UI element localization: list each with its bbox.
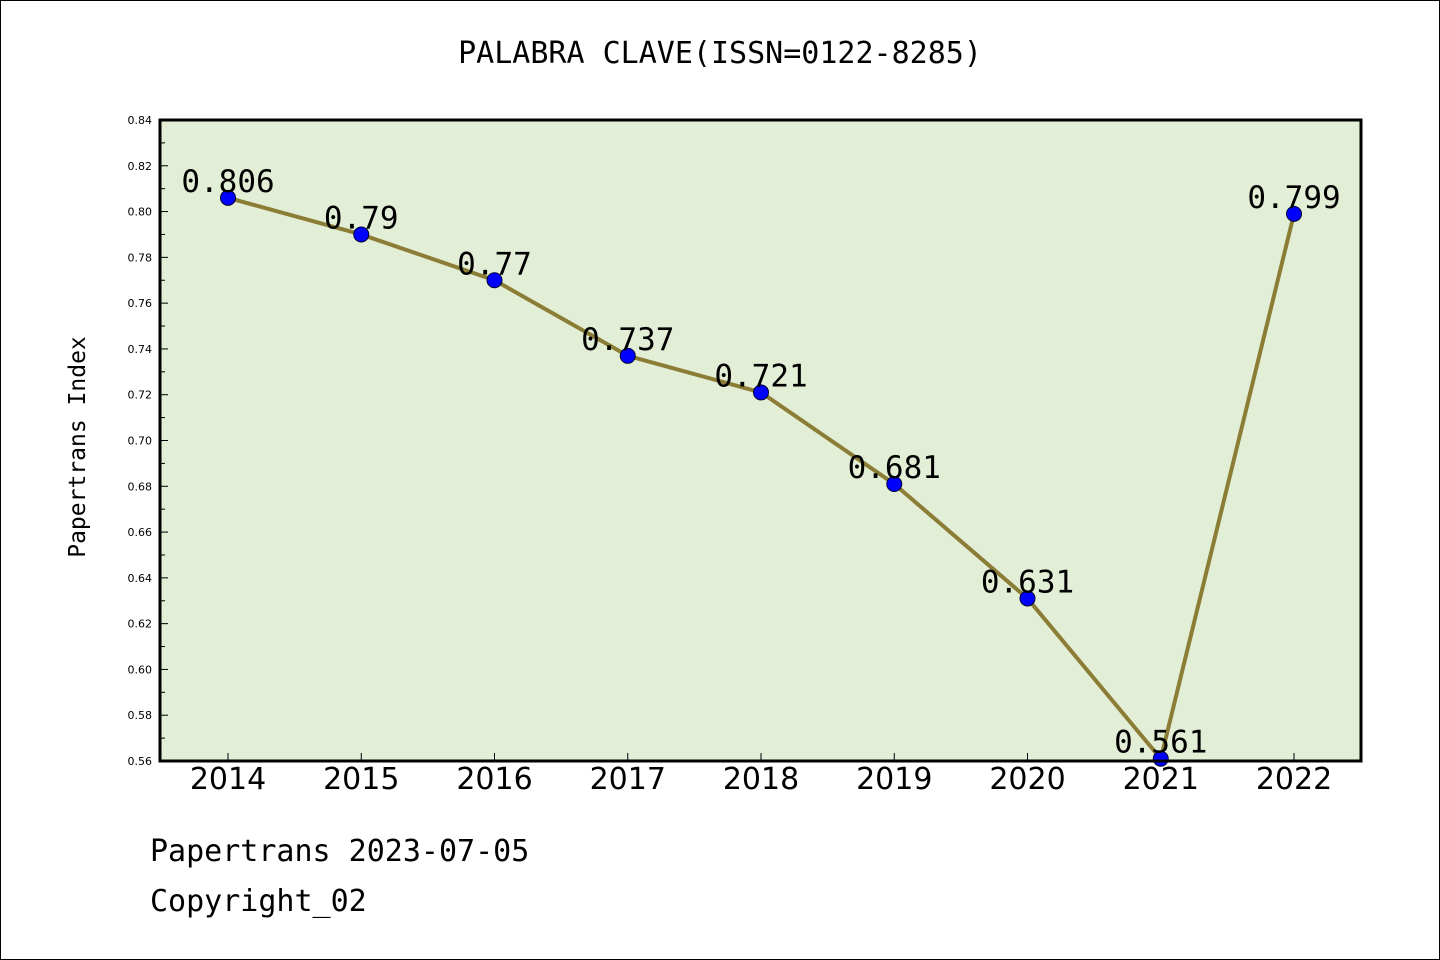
x-tick-label: 2019 [856,762,932,797]
y-tick-label: 0.84 [128,114,153,127]
x-tick-label: 2014 [190,762,266,797]
y-tick-label: 0.82 [128,160,153,173]
data-point [486,272,503,289]
y-tick-label: 0.64 [128,572,153,585]
x-tick-label: 2015 [323,762,399,797]
data-point [1019,590,1036,607]
data-point [1286,205,1302,222]
data-label: 0.806 [181,164,274,200]
x-tick-label: 2022 [1256,762,1332,797]
y-tick-label: 0.70 [128,435,153,448]
data-label: 0.799 [1247,180,1340,216]
x-tick-label: 2018 [723,762,799,797]
data-point [220,189,236,206]
data-point [886,475,903,492]
data-label: 0.721 [714,358,807,394]
chart-title: PALABRA CLAVE(ISSN=0122-8285) [458,36,982,71]
y-tick-label: 0.80 [128,206,153,219]
footer-copyright: Copyright_02 [150,884,367,919]
y-tick-label: 0.72 [128,389,153,402]
x-tick-label: 2020 [989,762,1065,797]
data-label: 0.681 [848,450,941,486]
x-tick-label: 2016 [456,762,532,797]
y-tick-label: 0.78 [128,251,153,264]
data-point [619,347,636,364]
data-label: 0.737 [581,322,674,358]
data-label: 0.631 [981,564,1074,600]
y-tick-label: 0.68 [128,480,153,493]
plot-border [158,118,1363,763]
data-label: 0.79 [324,200,399,236]
y-tick-label: 0.76 [128,297,153,310]
x-tick-label: 2021 [1123,762,1199,797]
data-point [353,226,370,243]
data-label: 0.77 [457,246,532,282]
y-tick-label: 0.62 [128,618,153,631]
data-point [753,384,769,401]
y-tick-label: 0.66 [128,526,153,539]
y-tick-label: 0.60 [128,663,153,676]
x-tick-label: 2017 [590,762,666,797]
y-tick-label: 0.56 [128,755,153,768]
y-tick-label: 0.58 [128,709,153,722]
footer-date: Papertrans 2023-07-05 [150,834,530,869]
data-label: 0.561 [1114,725,1207,761]
y-tick-label: 0.74 [128,343,153,356]
